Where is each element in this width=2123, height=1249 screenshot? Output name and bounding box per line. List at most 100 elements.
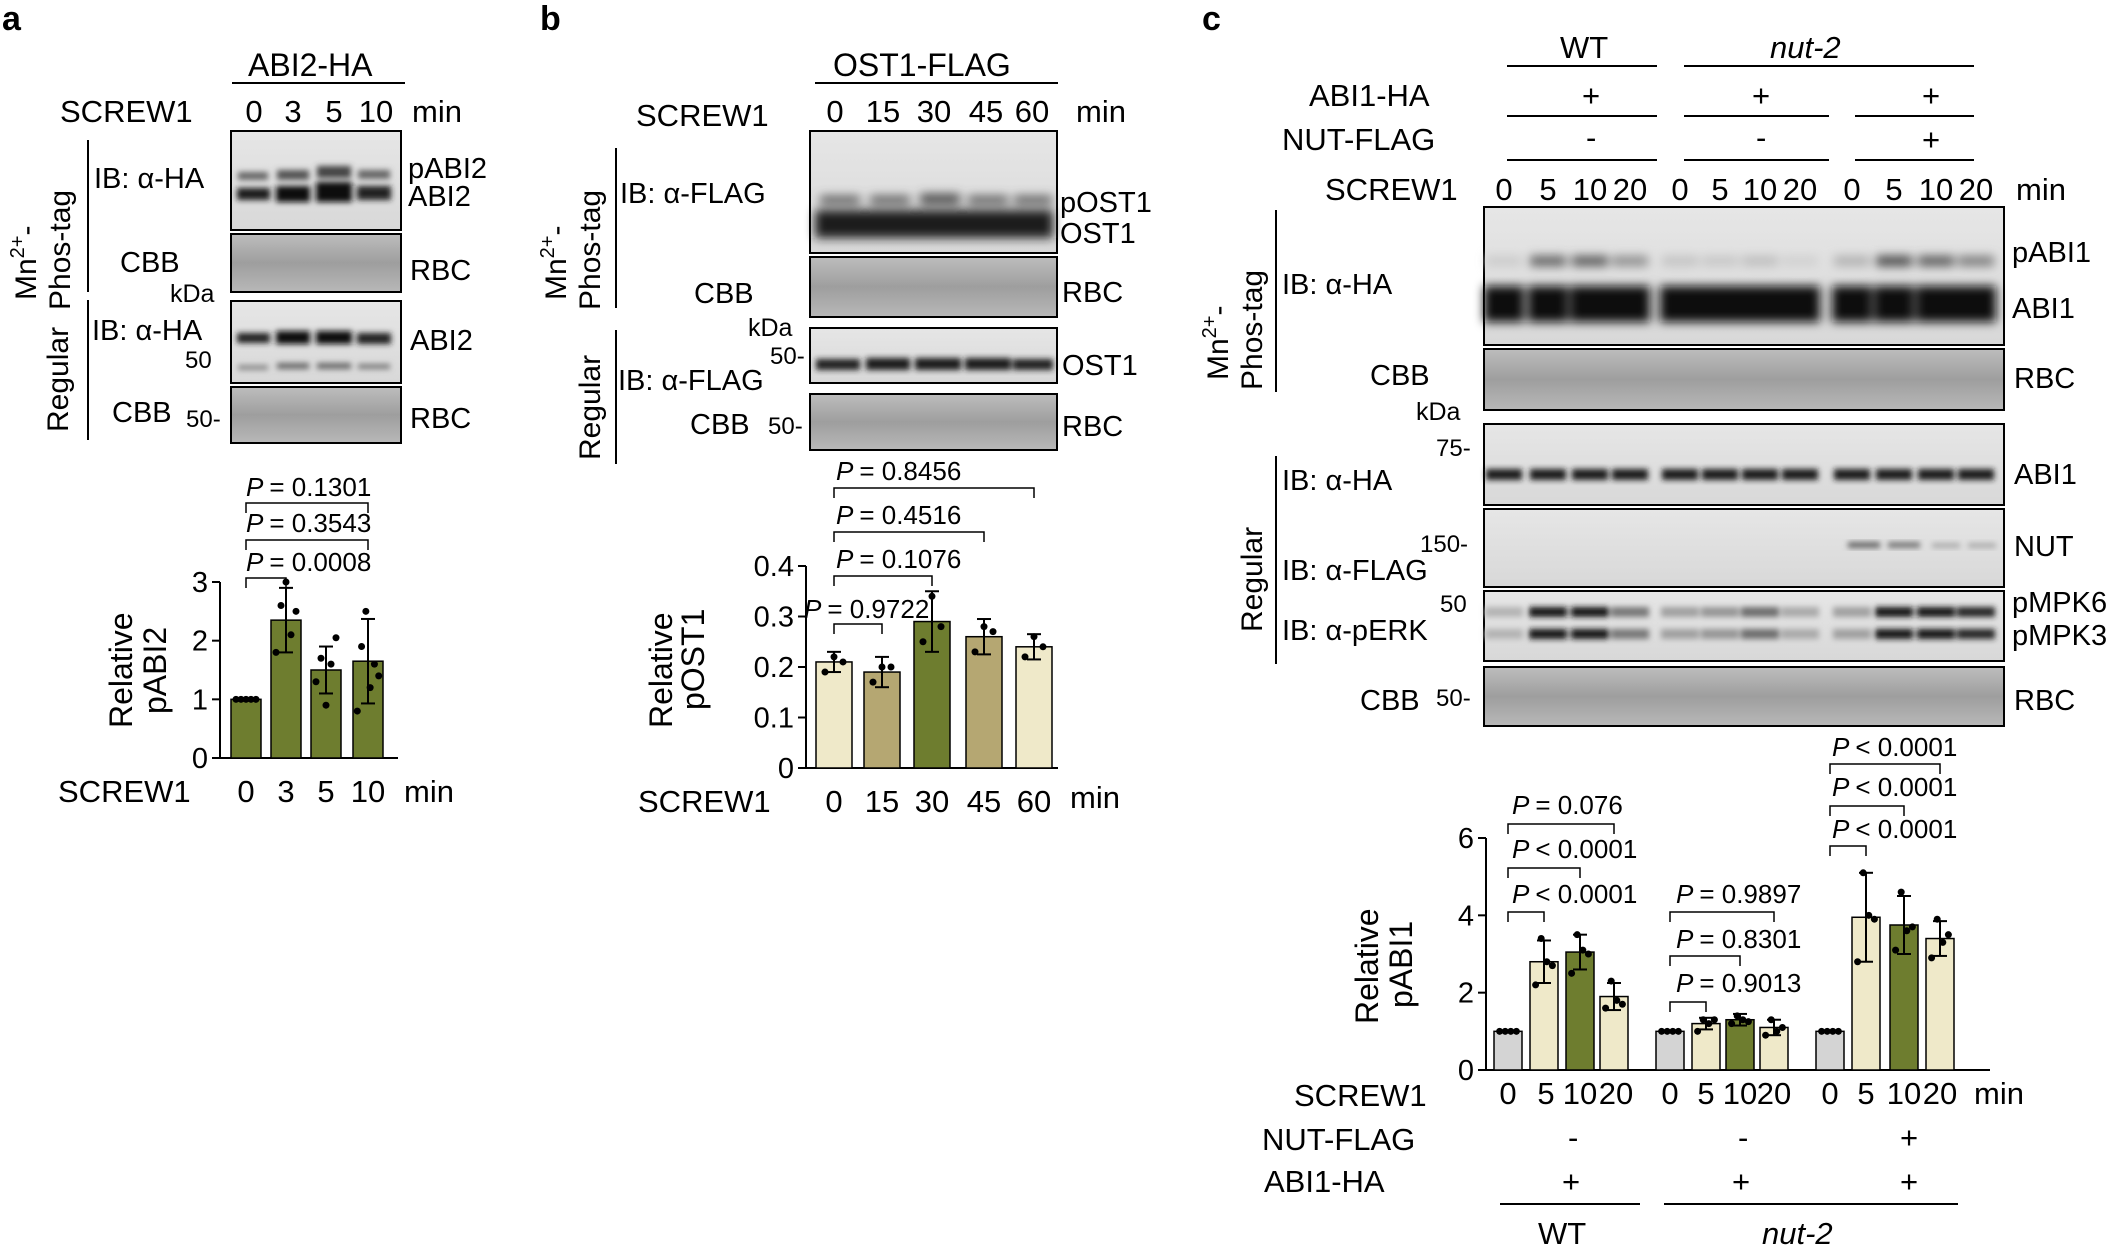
c-mw-150: 150- bbox=[1420, 531, 1468, 558]
chart-b-point-0-1 bbox=[830, 653, 838, 661]
b-phostag-bands bbox=[815, 194, 1053, 238]
chart-c-point-11-3 bbox=[1944, 931, 1952, 939]
c-pmpk3-band-8 bbox=[1833, 629, 1871, 639]
b-ylabel-2: pOST1 bbox=[675, 609, 711, 710]
chart-c-point-2-3 bbox=[1584, 950, 1592, 958]
a-time-0: 0 bbox=[245, 94, 262, 129]
chart-a-point-3-0 bbox=[353, 707, 361, 715]
chart-b-point-3-1 bbox=[980, 623, 988, 631]
c-xtime-4: 0 bbox=[1661, 1076, 1678, 1111]
a-cbb-1: CBB bbox=[120, 247, 180, 279]
c-phostag-band-5 bbox=[1700, 286, 1740, 322]
chart-c-point-10-2 bbox=[1903, 927, 1911, 935]
c-xaxis-abi1: ABI1-HA bbox=[1264, 1164, 1385, 1199]
c-xtime-11: 20 bbox=[1923, 1076, 1957, 1111]
c-time-6: 10 bbox=[1743, 172, 1777, 207]
panel-b-letter: b bbox=[540, 0, 561, 38]
chart-c-point-3-3 bbox=[1618, 1000, 1626, 1008]
b-band-post1: pOST1 bbox=[1060, 187, 1152, 219]
c-perk-bands bbox=[1485, 607, 1995, 639]
c-mn-phostag-label: Mn2+- Phos-tag bbox=[1199, 270, 1269, 390]
c-cbb-2: CBB bbox=[1360, 685, 1420, 717]
b-gel-cbb2 bbox=[809, 393, 1058, 451]
c-time-7: 20 bbox=[1783, 172, 1817, 207]
a-gel-phostag bbox=[230, 130, 402, 231]
c-pmpk3-band-4 bbox=[1661, 629, 1699, 639]
b-mw-50a: 50- bbox=[770, 343, 805, 370]
c-phostag-upper-3 bbox=[1612, 256, 1648, 266]
chart-c-point-2-2 bbox=[1579, 946, 1587, 954]
c-time-2: 10 bbox=[1573, 172, 1607, 207]
b-ylabel-1: Relative bbox=[643, 612, 679, 728]
panel-a-letter: a bbox=[2, 0, 22, 38]
chart-b-point-4-0 bbox=[1021, 653, 1029, 661]
c-phostag-upper-9 bbox=[1876, 256, 1912, 266]
b-construct-label: OST1-FLAG bbox=[833, 47, 1011, 83]
chart-a-bracket-2 bbox=[245, 577, 287, 588]
chart-c-point-10-0 bbox=[1892, 946, 1900, 954]
a-regular-label: Regular bbox=[42, 327, 75, 432]
b-regular-label: Regular bbox=[574, 355, 607, 460]
svg-text:P= 0.3543: P = 0.3543 bbox=[246, 508, 371, 538]
a-time-1: 3 bbox=[284, 94, 301, 129]
c-cbb-1: CBB bbox=[1370, 360, 1430, 392]
c-abi1-band-4 bbox=[1662, 469, 1698, 480]
chart-c-point-11-2 bbox=[1939, 938, 1947, 946]
a-band-rbc-2: RBC bbox=[410, 403, 471, 435]
a-gel-cbb1 bbox=[230, 233, 402, 293]
chart-b-bracket-0 bbox=[833, 487, 1035, 498]
a-band-abi2: ABI2 bbox=[408, 181, 471, 213]
c-band-pmpk3: pMPK3 bbox=[2012, 620, 2107, 652]
svg-text:P= 0.8456: P = 0.8456 bbox=[836, 456, 961, 486]
c-xaxis-nut: NUT-FLAG bbox=[1262, 1122, 1415, 1157]
a-phostag-bands bbox=[237, 166, 391, 202]
c-abi1-band-7 bbox=[1782, 469, 1818, 480]
c-phostag-upper-1 bbox=[1530, 256, 1566, 266]
chart-c-bracket-4 bbox=[1669, 955, 1741, 966]
chart-b-point-3-2 bbox=[989, 628, 997, 636]
c-pmpk6-band-7 bbox=[1781, 607, 1819, 617]
chart-c-point-3-0 bbox=[1602, 1004, 1610, 1012]
chart-c-point-5-1 bbox=[1699, 1016, 1707, 1024]
c-group-nut: nut-2 bbox=[1770, 30, 1841, 65]
svg-text:-: - bbox=[1568, 1120, 1578, 1155]
c-xtime-0: 0 bbox=[1499, 1076, 1516, 1111]
a-p-values: P = 0.1301 P = 0.3543 P = 0.0008 bbox=[246, 472, 371, 577]
c-pmpk6-band-5 bbox=[1701, 607, 1739, 617]
svg-text:Mn2+-: Mn2+- bbox=[537, 226, 573, 301]
c-abi1-bands bbox=[1486, 469, 1994, 480]
chart-b-ytick-label-0: 0 bbox=[778, 753, 794, 785]
c-time-0: 0 bbox=[1495, 172, 1512, 207]
c-pmpk3-band-0 bbox=[1485, 629, 1523, 639]
chart-c-point-6-1 bbox=[1733, 1012, 1741, 1020]
chart-c-bracket-1 bbox=[1507, 867, 1581, 878]
chart-c-point-11-1 bbox=[1933, 915, 1941, 923]
chart-c-ytick-label-1: 2 bbox=[1458, 978, 1474, 1010]
c-phostag-band-4 bbox=[1660, 286, 1700, 322]
c-phostag-band-9 bbox=[1874, 286, 1914, 322]
c-pmpk3-band-5 bbox=[1701, 629, 1739, 639]
chart-c-point-4-3 bbox=[1674, 1027, 1682, 1035]
c-pmpk6-band-1 bbox=[1529, 607, 1567, 617]
chart-b-bracket-2 bbox=[833, 575, 933, 586]
c-pmpk3-band-7 bbox=[1781, 629, 1819, 639]
b-cbb-1: CBB bbox=[694, 278, 754, 310]
b-band-rbc-2: RBC bbox=[1062, 411, 1123, 443]
c-ylabel-2: pABI1 bbox=[1383, 921, 1419, 1008]
b-gel-regular bbox=[809, 327, 1058, 384]
chart-b-point-0-2 bbox=[839, 658, 847, 666]
svg-text:+: + bbox=[1752, 78, 1770, 113]
c-xaxis-nut2: nut-2 bbox=[1762, 1216, 1833, 1249]
chart-b-point-0-0 bbox=[821, 668, 829, 676]
chart-a-point-1-3 bbox=[287, 631, 295, 639]
c-pmpk6-band-4 bbox=[1661, 607, 1699, 617]
chart-c-ytick-label-0: 0 bbox=[1458, 1055, 1474, 1087]
svg-text:-: - bbox=[1738, 1120, 1748, 1155]
chart-a-bracket-1 bbox=[245, 539, 369, 550]
svg-text:P= 0.0008: P = 0.0008 bbox=[246, 547, 371, 577]
c-gel-abi1 bbox=[1483, 423, 2005, 506]
chart-a-point-2-2 bbox=[322, 701, 330, 709]
b-xaxis-unit: min bbox=[1070, 780, 1120, 815]
chart-c-bar-8 bbox=[1815, 1030, 1845, 1071]
